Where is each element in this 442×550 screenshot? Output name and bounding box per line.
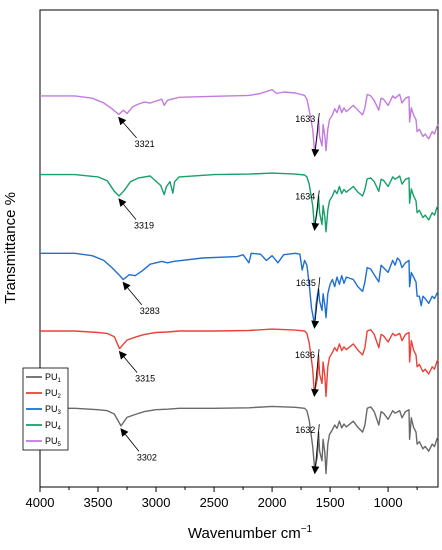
peak-annotation-label: 3321 [135,139,155,149]
x-axis-title-text: Wavenumber cm [188,525,301,542]
peak-annotation-label: 3319 [134,220,154,230]
legend-label-pu2: PU2 [45,388,62,400]
series-layer [40,89,439,475]
peak-annotation-label: 3283 [140,306,160,316]
series-line-pu4 [40,172,439,233]
x-tick-label: 1500 [316,495,345,510]
peak-annotation-label: 3302 [137,452,157,462]
peak-annotation-label: 1632 [295,425,315,435]
annotation-arrow [311,190,320,232]
x-tick-label: 2000 [258,495,287,510]
legend: PU1 PU2 PU3 PU4 PU5 [22,367,69,451]
legend-label-pu4: PU4 [45,420,62,432]
y-axis-title: Transmittance % [2,192,19,304]
annotation-arrow [311,424,320,475]
x-tick-label: 2500 [200,495,229,510]
x-axis-title: Wavenumber cm−1 [188,524,313,542]
x-axis-ticks: 4000 3500 3000 2500 2000 1500 1000 [26,487,418,510]
series-line-pu1 [40,405,439,475]
annotation-arrow [118,116,137,139]
peak-annotation-label: 1635 [296,278,316,288]
x-tick-label: 3500 [84,495,113,510]
annotation-arrow [311,277,321,329]
annotation-arrow [118,350,138,373]
series-line-pu3 [40,252,439,326]
x-tick-label: 4000 [26,495,55,510]
annotation-layer: 3302 1632 3315 1636 3283 1635 3319 1634 3321 1633 [118,113,321,475]
peak-annotation-label: 3315 [135,374,155,384]
x-tick-label: 3000 [142,495,171,510]
legend-label-pu3: PU3 [45,404,62,416]
annotation-arrow [118,198,137,220]
legend-label-pu1: PU1 [45,372,62,384]
x-tick-label: 1000 [374,495,403,510]
x-axis-title-superscript: −1 [301,524,313,535]
annotation-arrow [311,349,320,398]
peak-annotation-label: 1633 [295,114,315,124]
series-line-pu2 [40,328,439,398]
peak-annotation-label: 1634 [295,191,315,201]
annotation-arrow [311,113,320,158]
legend-label-pu5: PU5 [45,436,62,448]
plot-frame [39,9,439,488]
peak-annotation-label: 1636 [295,350,315,360]
annotation-arrow [120,428,140,452]
series-line-pu5 [40,89,439,154]
annotation-arrow [122,281,143,306]
